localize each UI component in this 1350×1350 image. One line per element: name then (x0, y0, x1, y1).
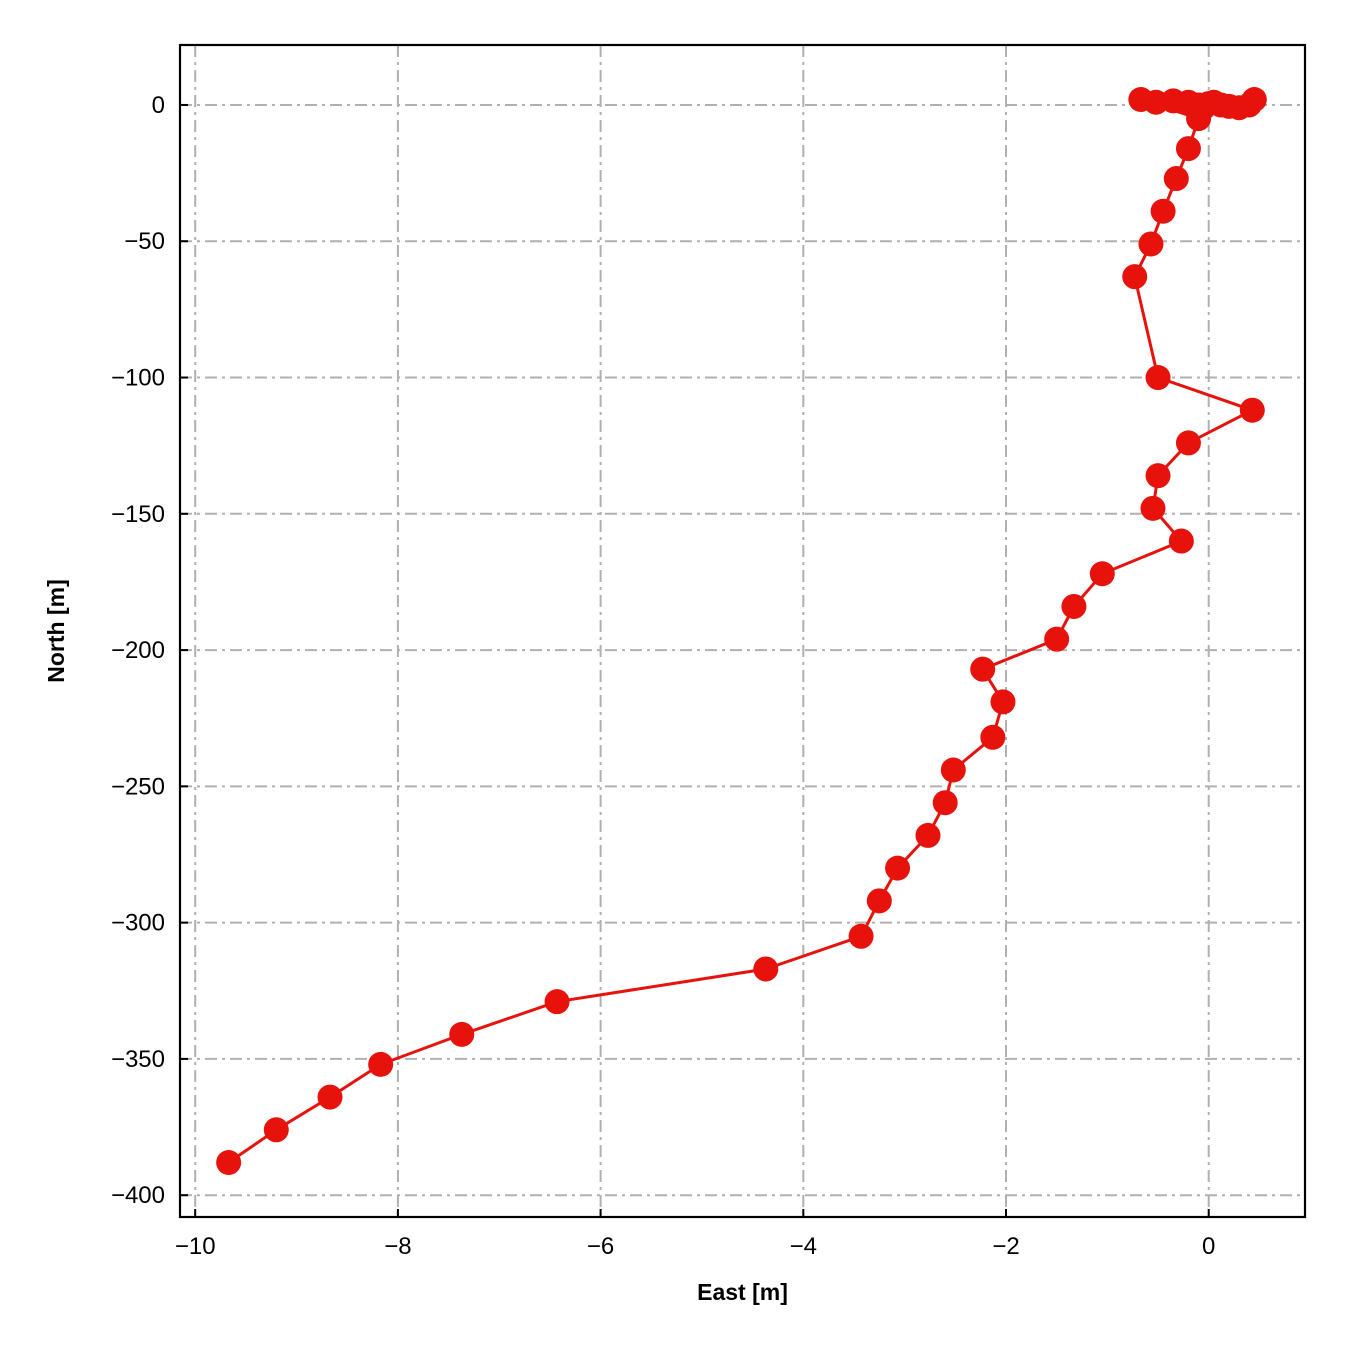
data-point (1145, 365, 1171, 391)
data-point (449, 1021, 475, 1047)
data-point (1163, 166, 1189, 192)
plot-frame (178, 43, 1307, 1219)
data-point (216, 1149, 242, 1175)
data-point (990, 689, 1016, 715)
x-tick-label: −4 (790, 1233, 817, 1260)
data-point (1168, 528, 1194, 554)
data-point (1239, 397, 1265, 423)
data-point (1089, 561, 1115, 587)
data-point (1186, 106, 1212, 132)
data-point (1128, 87, 1154, 113)
y-tick-label: 0 (152, 92, 165, 119)
data-point (1145, 463, 1171, 489)
data-point (866, 888, 892, 914)
y-tick-label: −400 (111, 1182, 165, 1209)
series-line (227, 98, 1256, 1164)
data-point (1044, 626, 1070, 652)
y-tick-label: −150 (111, 501, 165, 528)
data-point (1061, 593, 1087, 619)
y-tick-label: −50 (124, 228, 165, 255)
data-point (915, 822, 941, 848)
y-tick-label: −200 (111, 637, 165, 664)
y-axis-title: North [m] (43, 579, 69, 682)
y-tick-label: −250 (111, 773, 165, 800)
data-point (980, 724, 1006, 750)
data-point (932, 790, 958, 816)
x-axis-title: East [m] (697, 1279, 788, 1305)
data-point (970, 656, 996, 682)
data-point (368, 1051, 394, 1077)
data-point (544, 989, 570, 1015)
data-point (317, 1084, 343, 1110)
tick-layer: −10 −8 −6 −4 −2 00−50−100−150−200−250−300−350… (111, 92, 1215, 1260)
x-tick-label: −2 (992, 1233, 1019, 1260)
data-point (848, 923, 874, 949)
data-point (940, 757, 966, 783)
data-point (263, 1117, 289, 1143)
data-point (753, 956, 779, 982)
data-point (1122, 264, 1148, 290)
y-tick-label: −350 (111, 1046, 165, 1073)
series-layer (216, 87, 1267, 1175)
data-point (1138, 231, 1164, 257)
grid-layer (180, 45, 1305, 1217)
x-tick-label: −10 (175, 1233, 216, 1260)
data-point (1140, 495, 1166, 521)
data-point (885, 855, 911, 881)
y-tick-label: −300 (111, 910, 165, 937)
x-tick-label: 0 (1202, 1233, 1215, 1260)
y-tick-label: −100 (111, 365, 165, 392)
data-point (1175, 136, 1201, 162)
data-point (1150, 198, 1176, 224)
data-point (1175, 430, 1201, 456)
x-tick-label: −6 (587, 1233, 614, 1260)
x-tick-label: −8 (384, 1233, 411, 1260)
